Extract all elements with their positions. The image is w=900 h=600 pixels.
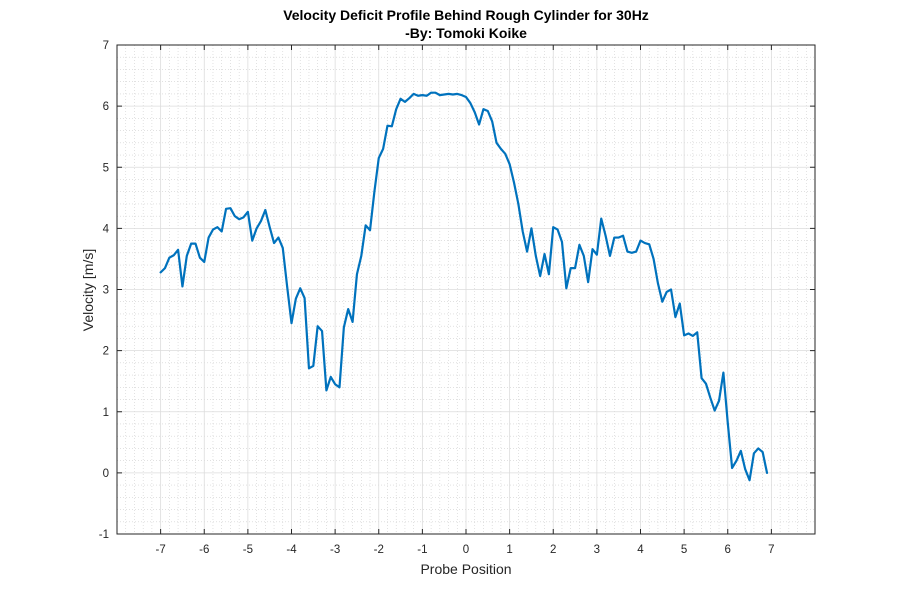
x-tick-label: 1 xyxy=(506,544,512,556)
y-tick-label: 3 xyxy=(103,285,109,297)
y-axis-label: Velocity [m/s] xyxy=(80,249,96,331)
y-tick-label: 0 xyxy=(103,468,109,480)
x-tick-label: -5 xyxy=(243,544,253,556)
x-tick-label: -7 xyxy=(156,544,166,556)
x-tick-label: 4 xyxy=(637,544,644,556)
y-tick-label: 7 xyxy=(103,40,109,52)
ticks-layer xyxy=(117,44,815,535)
x-axis-label: Probe Position xyxy=(420,561,511,577)
x-tick-label: 7 xyxy=(768,544,774,556)
series-layer xyxy=(159,91,769,482)
x-tick-labels: -7 -6 -5 -4 -3 -2 -1 0 1 2 3 4 5 6 7 xyxy=(156,544,775,556)
y-tick-label: 2 xyxy=(103,346,109,358)
x-tick-label: 6 xyxy=(725,544,731,556)
x-tick-label: 0 xyxy=(463,544,469,556)
y-tick-label: -1 xyxy=(99,529,109,541)
x-tick-label: 3 xyxy=(594,544,600,556)
chart-subtitle: -By: Tomoki Koike xyxy=(405,25,527,41)
y-tick-label: 6 xyxy=(103,101,109,113)
chart-title: Velocity Deficit Profile Behind Rough Cy… xyxy=(283,7,649,23)
y-tick-labels: -1 0 1 2 3 4 5 6 7 xyxy=(99,40,110,541)
x-tick-label: -4 xyxy=(286,544,297,556)
x-tick-label: -1 xyxy=(417,544,427,556)
y-tick-label: 4 xyxy=(103,223,110,235)
x-tick-label: -2 xyxy=(374,544,384,556)
x-tick-label: -3 xyxy=(330,544,340,556)
x-tick-label: 2 xyxy=(550,544,556,556)
x-tick-label: -6 xyxy=(199,544,209,556)
series-line xyxy=(159,91,769,482)
y-tick-label: 1 xyxy=(103,407,109,419)
y-tick-label: 5 xyxy=(103,162,109,174)
x-tick-label: 5 xyxy=(681,544,687,556)
